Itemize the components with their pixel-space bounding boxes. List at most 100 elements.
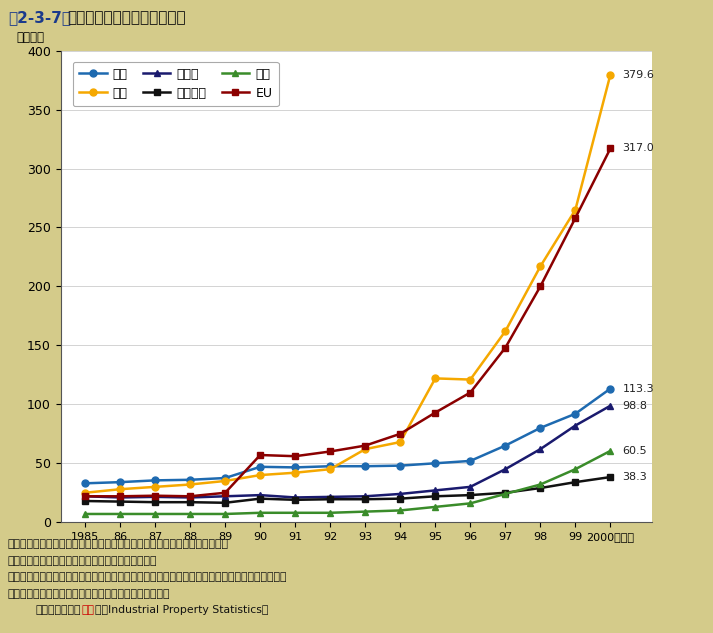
EU — [606, 145, 615, 153]
Text: 注３: 注３ — [81, 605, 95, 615]
フランス — [256, 495, 265, 503]
英国 — [501, 490, 510, 498]
ドイツ — [361, 492, 369, 500]
米国 — [116, 486, 124, 493]
英国 — [571, 465, 580, 473]
ドイツ — [221, 492, 230, 500]
EU — [186, 492, 195, 500]
Line: ドイツ: ドイツ — [82, 402, 614, 501]
Text: 注）１．出願人の国籍別に対自国及び対外国に出願がなされた件数の合計値: 注）１．出願人の国籍別に対自国及び対外国に出願がなされた件数の合計値 — [7, 539, 228, 549]
英国 — [606, 447, 615, 454]
フランス — [151, 498, 160, 506]
英国 — [81, 510, 89, 518]
フランス — [606, 473, 615, 481]
EU — [326, 448, 334, 455]
フランス — [186, 498, 195, 506]
Text: 317.0: 317.0 — [622, 144, 655, 153]
Text: ＷＩＰＯ（: ＷＩＰＯ（ — [36, 605, 81, 615]
Line: フランス: フランス — [82, 473, 614, 506]
Text: 60.5: 60.5 — [622, 446, 647, 456]
Text: （万件）: （万件） — [16, 30, 44, 44]
英国 — [116, 510, 124, 518]
英国 — [536, 480, 545, 488]
日本 — [501, 442, 510, 449]
日本 — [606, 385, 615, 392]
ドイツ — [501, 465, 510, 473]
EU — [431, 409, 440, 417]
EU — [81, 492, 89, 500]
日本 — [466, 457, 475, 465]
米国 — [186, 480, 195, 488]
Text: 主要国の特許出願件数の推移: 主要国の特許出願件数の推移 — [68, 10, 186, 25]
ドイツ — [396, 490, 404, 498]
米国 — [151, 483, 160, 491]
EU — [466, 389, 475, 396]
米国 — [606, 71, 615, 78]
米国 — [256, 471, 265, 479]
日本 — [116, 479, 124, 486]
米国 — [501, 327, 510, 335]
Line: 英国: 英国 — [82, 448, 614, 517]
Legend: 日本, 米国, ドイツ, フランス, 英国, EU: 日本, 米国, ドイツ, フランス, 英国, EU — [73, 61, 279, 106]
米国 — [536, 263, 545, 270]
米国 — [466, 376, 475, 384]
英国 — [326, 509, 334, 517]
米国 — [571, 206, 580, 213]
日本 — [571, 410, 580, 418]
英国 — [431, 503, 440, 511]
米国 — [221, 477, 230, 485]
フランス — [291, 496, 299, 504]
フランス — [431, 492, 440, 500]
EU — [396, 430, 404, 437]
フランス — [571, 479, 580, 486]
Text: 379.6: 379.6 — [622, 70, 655, 80]
Text: 98.8: 98.8 — [622, 401, 647, 411]
ドイツ — [571, 422, 580, 429]
ドイツ — [116, 494, 124, 501]
フランス — [221, 499, 230, 506]
日本 — [81, 480, 89, 487]
EU — [536, 282, 545, 290]
Text: ）「Industrial Property Statistics」: ）「Industrial Property Statistics」 — [95, 605, 268, 615]
ドイツ — [466, 483, 475, 491]
米国 — [326, 465, 334, 473]
ドイツ — [536, 446, 545, 453]
英国 — [221, 510, 230, 518]
ドイツ — [291, 494, 299, 501]
米国 — [431, 375, 440, 382]
日本 — [536, 424, 545, 432]
EU — [151, 492, 160, 499]
日本 — [326, 463, 334, 470]
フランス — [116, 498, 124, 505]
英国 — [361, 508, 369, 515]
Text: 資料：特許庁「特許庁年報」、「特許行政年次報告書」: 資料：特許庁「特許庁年報」、「特許行政年次報告書」 — [7, 589, 170, 599]
フランス — [81, 497, 89, 505]
英国 — [151, 510, 160, 518]
Text: 113.3: 113.3 — [622, 384, 655, 394]
英国 — [186, 510, 195, 518]
EU — [501, 344, 510, 351]
フランス — [326, 496, 334, 503]
日本 — [431, 460, 440, 467]
日本 — [151, 477, 160, 484]
ドイツ — [256, 491, 265, 499]
米国 — [291, 469, 299, 477]
米国 — [361, 446, 369, 453]
EU — [361, 442, 369, 449]
フランス — [501, 489, 510, 496]
日本 — [396, 462, 404, 470]
日本 — [361, 463, 369, 470]
フランス — [361, 496, 369, 503]
英国 — [466, 499, 475, 507]
ドイツ — [431, 487, 440, 494]
英国 — [256, 509, 265, 517]
Line: 米国: 米国 — [82, 72, 614, 496]
EU — [221, 489, 230, 496]
日本 — [221, 474, 230, 482]
日本 — [186, 476, 195, 484]
EU — [571, 214, 580, 222]
EU — [116, 492, 124, 500]
英国 — [291, 509, 299, 517]
ドイツ — [151, 493, 160, 501]
日本 — [256, 463, 265, 470]
